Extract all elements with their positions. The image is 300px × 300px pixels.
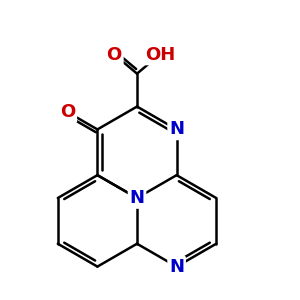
Text: OH: OH: [145, 46, 175, 64]
Text: O: O: [106, 46, 122, 64]
Text: N: N: [130, 189, 145, 207]
Text: O: O: [60, 103, 75, 121]
Text: N: N: [169, 120, 184, 138]
Text: N: N: [169, 258, 184, 276]
